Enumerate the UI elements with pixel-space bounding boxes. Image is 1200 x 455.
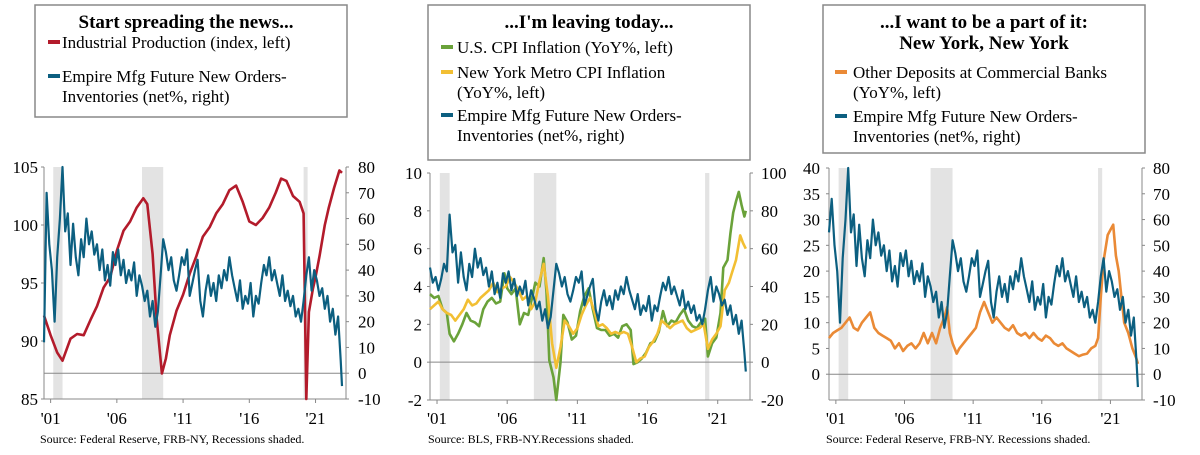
legend-label: (YoY%, left) xyxy=(457,83,545,102)
legend-box xyxy=(822,4,1146,154)
legend-label: Other Deposits at Commercial Banks xyxy=(853,63,1107,82)
left-tick-label: 0 xyxy=(812,365,821,384)
right-tick-label: 20 xyxy=(358,313,375,332)
right-tick-label: 40 xyxy=(358,261,375,280)
recession-band xyxy=(705,173,710,400)
right-tick-label: 30 xyxy=(1153,288,1170,307)
x-tick-label: '06 xyxy=(894,409,914,428)
left-tick-label: 2 xyxy=(414,315,423,334)
legend-label: (YoY%, left) xyxy=(853,83,941,102)
legend-label: Industrial Production (index, left) xyxy=(62,33,291,52)
chart-panel-3: 0 5 10 15 20 25 30 35 40 -10 0 10 20 30 40 50 60 70 80 '01 '… xyxy=(803,4,1176,446)
source-note: Source: BLS, FRB-NY.Recessions shaded. xyxy=(428,432,634,446)
right-tick-label: 40 xyxy=(1153,262,1170,281)
right-tick-label: 0 xyxy=(761,353,770,372)
left-tick-label: 4 xyxy=(414,278,423,297)
legend-label: Inventories (net%, right) xyxy=(62,87,230,106)
source-note: Source: Federal Reserve, FRB-NY. Recessi… xyxy=(826,432,1090,446)
x-tick-label: '11 xyxy=(568,409,587,428)
series-line-red xyxy=(42,169,343,401)
x-tick-label: '01 xyxy=(826,409,846,428)
left-tick-label: 6 xyxy=(414,240,423,259)
right-tick-label: 60 xyxy=(1153,211,1170,230)
left-tick-label: 95 xyxy=(21,274,38,293)
legend-label: New York Metro CPI Inflation xyxy=(457,63,666,82)
x-tick-label: '16 xyxy=(638,409,658,428)
recession-band xyxy=(53,167,63,399)
right-tick-label: 40 xyxy=(761,278,778,297)
left-tick-label: 100 xyxy=(13,216,39,235)
series-line-orange xyxy=(827,223,1140,365)
legend-label: U.S. CPI Inflation (YoY%, left) xyxy=(457,38,673,57)
right-tick-label: 0 xyxy=(1153,365,1162,384)
left-tick-label: 10 xyxy=(405,164,422,183)
right-tick-label: 20 xyxy=(1153,314,1170,333)
right-tick-label: 0 xyxy=(358,364,367,383)
right-tick-label: 50 xyxy=(358,235,375,254)
source-note: Source: Federal Reserve, FRB-NY, Recessi… xyxy=(40,432,304,446)
x-tick-label: '01 xyxy=(41,409,61,428)
left-tick-label: 15 xyxy=(803,288,820,307)
x-tick-label: '16 xyxy=(1032,409,1052,428)
series-line-blue xyxy=(428,213,747,372)
legend-box xyxy=(427,4,751,161)
x-tick-label: '01 xyxy=(427,409,447,428)
right-tick-label: 60 xyxy=(761,240,778,259)
x-tick-label: '11 xyxy=(173,409,192,428)
right-tick-label: 80 xyxy=(761,202,778,221)
x-tick-label: '06 xyxy=(497,409,517,428)
left-tick-label: 20 xyxy=(803,262,820,281)
chart-panel-1: 85 90 95 100 105 -10 0 10 20 30 40 50 60 70 80 '01 '06 '1… xyxy=(13,4,381,446)
left-tick-label: 25 xyxy=(803,236,820,255)
left-tick-label: 0 xyxy=(414,353,423,372)
chart-panel-2: -20246810-20020406080100'01'06'11'16'21.… xyxy=(405,4,787,446)
chart-title: New York, New York xyxy=(899,33,1069,54)
recession-band xyxy=(439,173,450,400)
x-tick-label: '11 xyxy=(963,409,982,428)
right-tick-label: 100 xyxy=(761,164,787,183)
legend-label: Empire Mfg Future New Orders- xyxy=(62,67,287,86)
left-tick-label: 85 xyxy=(21,390,38,409)
right-tick-label: 70 xyxy=(1153,185,1170,204)
left-tick-label: 35 xyxy=(803,185,820,204)
chart-title: ...I'm leaving today... xyxy=(505,12,674,33)
x-tick-label: '21 xyxy=(1100,409,1120,428)
left-tick-label: -2 xyxy=(408,391,422,410)
right-tick-label: -10 xyxy=(1153,391,1176,410)
x-tick-label: '21 xyxy=(305,409,325,428)
left-tick-label: 105 xyxy=(13,158,39,177)
right-tick-label: 60 xyxy=(358,210,375,229)
series-line-blue xyxy=(42,165,344,387)
series-line-yellow xyxy=(429,234,747,370)
right-tick-label: 80 xyxy=(358,158,375,177)
right-tick-label: 10 xyxy=(358,338,375,357)
series-line-blue xyxy=(827,166,1139,388)
chart-title: Start spreading the news... xyxy=(79,12,294,33)
x-tick-label: '06 xyxy=(107,409,127,428)
x-tick-label: '21 xyxy=(708,409,728,428)
left-tick-label: 90 xyxy=(21,332,38,351)
left-tick-label: 30 xyxy=(803,211,820,230)
left-tick-label: 5 xyxy=(812,339,821,358)
legend-label: Empire Mfg Future New Orders- xyxy=(457,106,682,125)
right-tick-label: 80 xyxy=(1153,159,1170,178)
right-tick-label: 70 xyxy=(358,184,375,203)
right-tick-label: -10 xyxy=(358,390,381,409)
right-tick-label: 30 xyxy=(358,287,375,306)
legend-label: Inventories (net%, right) xyxy=(853,127,1021,146)
legend-box xyxy=(34,4,348,118)
x-tick-label: '16 xyxy=(239,409,259,428)
left-tick-label: 10 xyxy=(803,314,820,333)
left-tick-label: 8 xyxy=(414,202,423,221)
chart-title: ...I want to be a part of it: xyxy=(880,12,1088,33)
left-tick-label: 40 xyxy=(803,159,820,178)
legend-label: Inventories (net%, right) xyxy=(457,126,625,145)
right-tick-label: 10 xyxy=(1153,339,1170,358)
legend-label: Empire Mfg Future New Orders- xyxy=(853,107,1078,126)
right-tick-label: 20 xyxy=(761,315,778,334)
right-tick-label: 50 xyxy=(1153,236,1170,255)
right-tick-label: -20 xyxy=(761,391,784,410)
recession-band xyxy=(838,168,849,400)
